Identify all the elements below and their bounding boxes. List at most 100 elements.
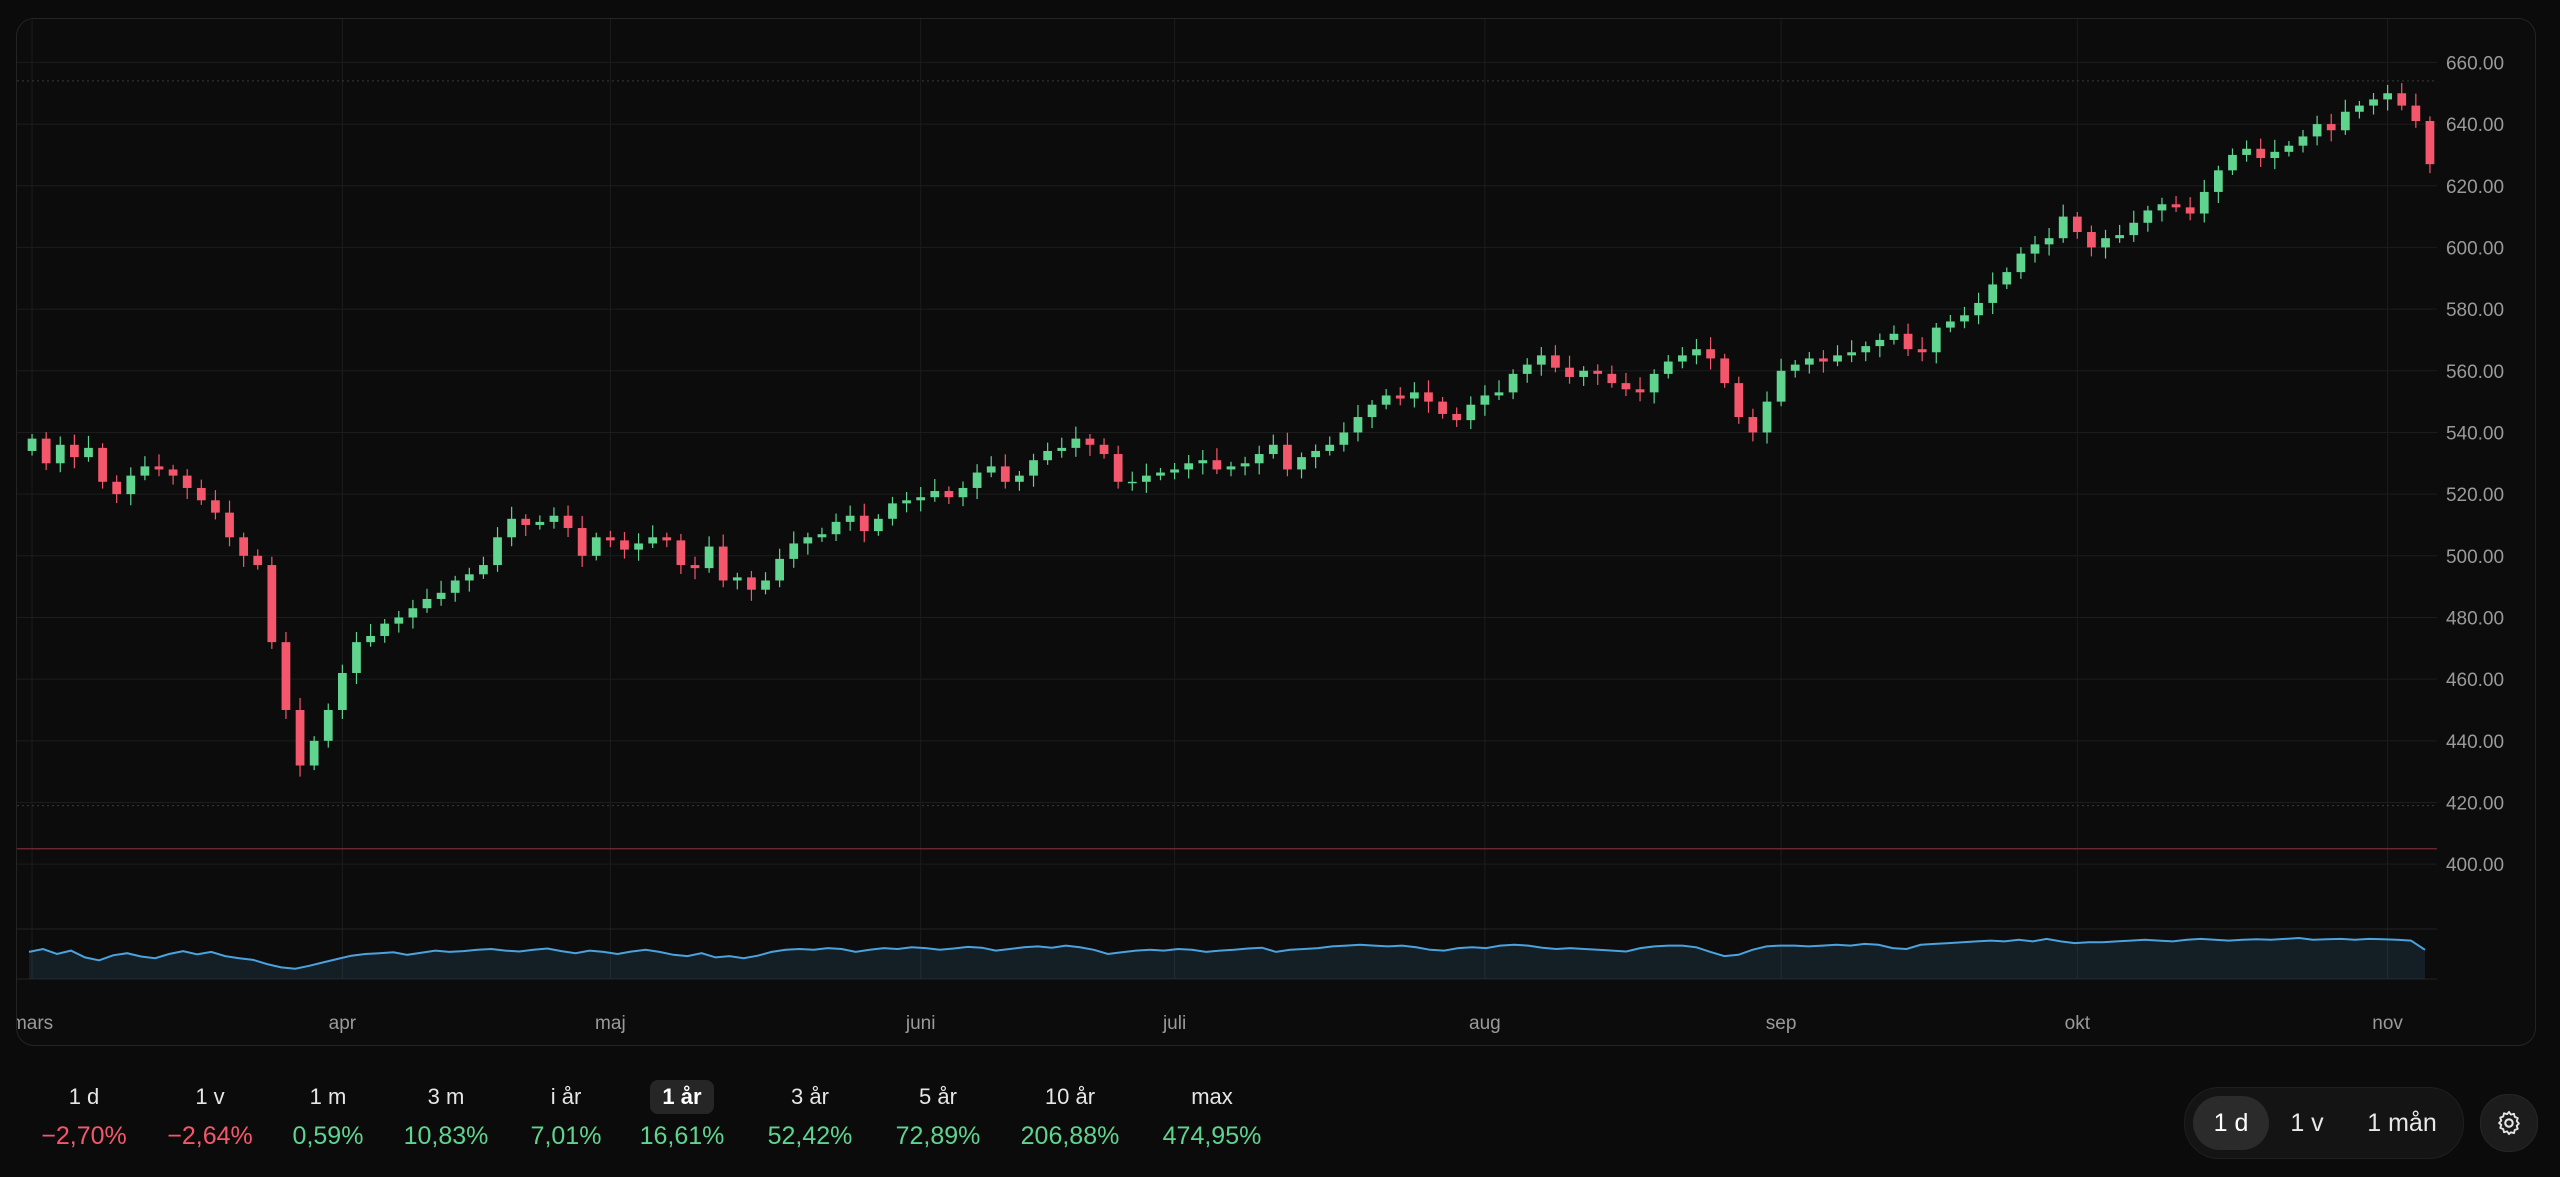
period-item[interactable]: 3 år 52,42% <box>750 1080 870 1151</box>
price-chart[interactable]: 660.00 640.00 620.00 600.00 580.00 560.00 540.… <box>17 19 2535 1045</box>
period-label[interactable]: 1 v <box>195 1084 225 1109</box>
candle-down <box>1720 358 1730 384</box>
chart-panel[interactable]: 660.00 640.00 620.00 600.00 580.00 560.00 540.… <box>16 18 2536 1046</box>
period-label[interactable]: 1 d <box>68 1084 100 1109</box>
candle-up <box>1240 463 1250 467</box>
period-item[interactable]: 10 år 206,88% <box>1010 1080 1130 1151</box>
candle-up <box>493 537 502 566</box>
candle-up <box>1494 392 1504 396</box>
period-label[interactable]: 3 m <box>427 1084 465 1109</box>
candle-down <box>1593 370 1603 374</box>
x-tick-label: sep <box>1766 1013 1797 1034</box>
candle-down <box>1424 392 1433 402</box>
candle-up <box>2044 238 2054 245</box>
candle-up <box>1847 352 1857 356</box>
x-tick-label: nov <box>2372 1013 2403 1034</box>
candle-up <box>1071 438 1081 448</box>
candle-down <box>1438 401 1447 414</box>
interval-button[interactable]: 1 mån <box>2367 1109 2437 1137</box>
candle-up <box>902 500 911 504</box>
candle-up <box>1804 358 1814 365</box>
candle-down <box>1000 466 1010 482</box>
candle-up <box>972 472 982 488</box>
candle-down <box>1706 349 1715 359</box>
y-tick-label: 540.00 <box>2446 423 2504 444</box>
period-return-value: 7,01% <box>530 1122 602 1150</box>
candle-down <box>1283 444 1292 470</box>
candle-up <box>2213 170 2223 192</box>
interval-button[interactable]: 1 v <box>2290 1109 2324 1137</box>
candle-up <box>55 444 65 464</box>
y-tick-label: 480.00 <box>2446 608 2504 629</box>
candle-down <box>2326 124 2336 131</box>
period-return-value: 10,83% <box>403 1122 489 1150</box>
period-item[interactable]: 1 m 0,59% <box>268 1080 388 1151</box>
candle-up <box>1127 481 1137 484</box>
period-return-value: 16,61% <box>639 1122 725 1150</box>
period-label[interactable]: max <box>1191 1084 1233 1109</box>
x-tick-label: maj <box>595 1013 626 1034</box>
candle-down <box>1635 389 1645 393</box>
period-item[interactable]: max 474,95% <box>1152 1080 1272 1151</box>
candle-up <box>1974 302 1983 316</box>
candle-up <box>1960 315 1969 322</box>
period-label[interactable]: 10 år <box>1044 1084 1096 1109</box>
period-item[interactable]: 1 år 16,61% <box>622 1080 742 1151</box>
period-return-value: −2,70% <box>41 1122 127 1150</box>
candle-down <box>577 528 587 556</box>
y-tick-label: 580.00 <box>2446 300 2504 321</box>
period-item[interactable]: 5 år 72,89% <box>878 1080 998 1151</box>
y-tick-label: 400.00 <box>2446 855 2504 876</box>
interval-button[interactable]: 1 d <box>2193 1096 2269 1150</box>
candle-up <box>1057 447 1067 451</box>
y-tick-label: 520.00 <box>2446 485 2504 506</box>
candle-down <box>1621 383 1631 390</box>
period-label[interactable]: 1 år <box>650 1080 714 1114</box>
period-label[interactable]: 3 år <box>791 1084 829 1109</box>
period-item[interactable]: 3 m 10,83% <box>386 1080 506 1151</box>
candle-down <box>154 466 164 470</box>
candle-up <box>27 438 37 451</box>
candle-up <box>2129 222 2139 236</box>
candle-up <box>1466 404 1476 421</box>
period-item[interactable]: i år 7,01% <box>506 1080 626 1151</box>
candle-up <box>408 608 418 618</box>
candle-up <box>1254 454 1264 464</box>
candle-down <box>1565 367 1574 377</box>
candle-up <box>2115 235 2125 239</box>
interval-selector: 1 d 1 v 1 mån <box>2184 1087 2464 1159</box>
candle-down <box>2256 148 2266 159</box>
settings-button[interactable] <box>2480 1094 2538 1152</box>
candle-down <box>41 438 51 464</box>
candle-up <box>634 543 643 550</box>
candle-up <box>1875 339 1885 347</box>
candle-up <box>1311 450 1321 458</box>
x-tick-label: mars <box>17 1013 53 1034</box>
period-return-value: 474,95% <box>1162 1122 1262 1150</box>
period-item[interactable]: 1 v −2,64% <box>150 1080 270 1151</box>
period-label[interactable]: i år <box>550 1084 582 1109</box>
candle-up <box>648 537 658 544</box>
y-tick-label: 600.00 <box>2446 238 2504 259</box>
candle-up <box>1268 444 1278 455</box>
candle-down <box>521 518 531 525</box>
candle-up <box>1015 475 1024 482</box>
candle-down <box>1607 373 1617 384</box>
candle-up <box>2369 99 2378 106</box>
candle-down <box>1395 395 1405 399</box>
candle-down <box>1099 444 1109 455</box>
candle-down <box>2087 232 2096 248</box>
candle-up <box>507 518 517 538</box>
candle-up <box>126 475 136 495</box>
period-item[interactable]: 1 d −2,70% <box>24 1080 144 1151</box>
candle-up <box>1381 395 1391 405</box>
candle-down <box>1452 413 1462 421</box>
candle-down <box>563 515 573 529</box>
candle-up <box>1353 417 1363 433</box>
candle-up <box>1762 401 1772 433</box>
period-label[interactable]: 5 år <box>919 1084 957 1109</box>
candle-up <box>1339 432 1349 445</box>
period-label[interactable]: 1 m <box>309 1084 347 1109</box>
candle-up <box>1480 395 1490 405</box>
candle-up <box>549 515 559 522</box>
